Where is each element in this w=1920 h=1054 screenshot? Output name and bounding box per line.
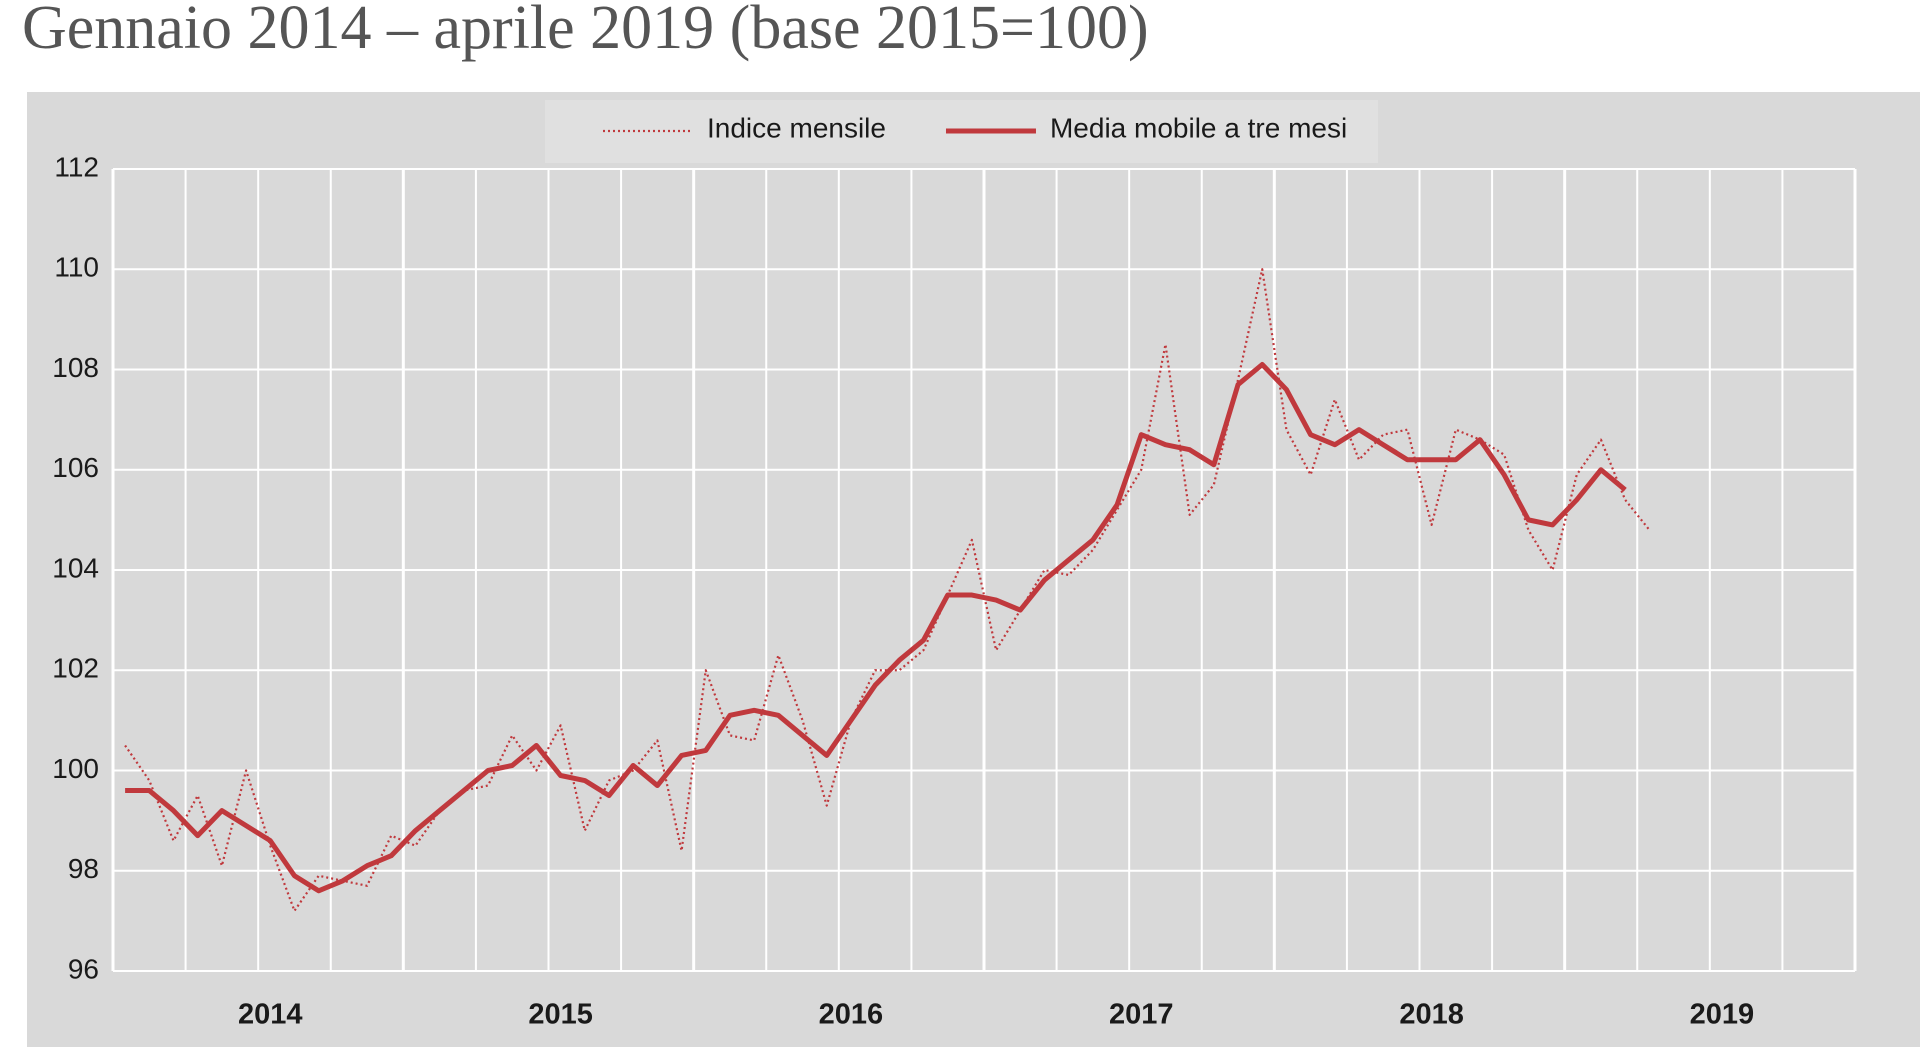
legend: Indice mensile Media mobile a tre mesi [545, 100, 1378, 163]
y-tick-label: 110 [54, 252, 99, 283]
chart-title: Gennaio 2014 – aprile 2019 (base 2015=10… [22, 0, 1149, 62]
y-tick-label: 108 [52, 352, 99, 383]
x-tick-label: 2014 [238, 999, 303, 1031]
x-tick-label: 2019 [1690, 999, 1755, 1031]
x-tick-label: 2015 [528, 999, 593, 1031]
x-tick-label: 2016 [819, 999, 884, 1031]
y-tick-label: 102 [52, 653, 99, 684]
y-tick-label: 104 [52, 552, 99, 583]
series-line [125, 361, 1627, 894]
x-tick-label: 2017 [1109, 999, 1174, 1031]
x-tick-label: 2018 [1399, 999, 1464, 1031]
y-tick-label: 98 [68, 853, 99, 884]
y-tick-label: 100 [52, 753, 99, 784]
y-tick-label: 96 [68, 953, 99, 984]
legend-label: Indice mensile [707, 112, 886, 143]
y-tick-label: 106 [52, 452, 99, 483]
y-tick-label: 112 [54, 151, 99, 182]
legend-label: Media mobile a tre mesi [1050, 112, 1347, 143]
